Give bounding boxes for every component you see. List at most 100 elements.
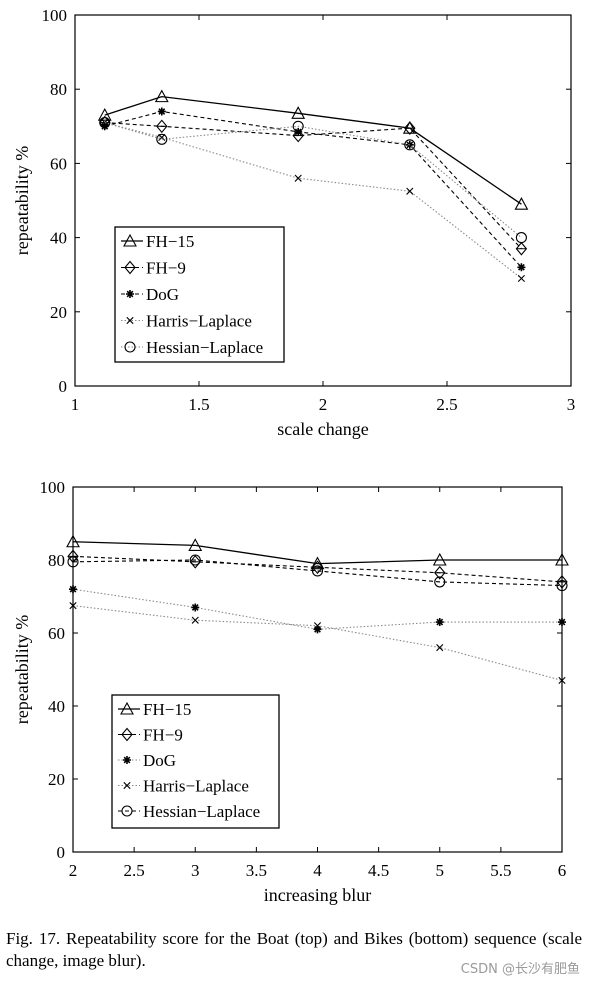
- series-5: [99, 117, 527, 244]
- x-tick-label: 1: [71, 395, 80, 414]
- data-point: [406, 187, 414, 195]
- x-tick-label: 2.5: [436, 395, 457, 414]
- y-tick-label: 0: [59, 377, 68, 396]
- data-point: [67, 556, 79, 568]
- y-tick-label: 40: [48, 697, 65, 716]
- x-tick-label: 2: [319, 395, 328, 414]
- data-point: [311, 565, 324, 577]
- legend-marker: [124, 341, 136, 353]
- data-point: [189, 554, 201, 569]
- series-3: [69, 585, 566, 634]
- series-line: [72, 605, 563, 681]
- legend-label: Hessian−Laplace: [143, 802, 260, 821]
- y-tick-label: 80: [50, 80, 67, 99]
- data-point: [434, 576, 446, 588]
- data-point: [405, 140, 414, 149]
- legend-marker: [123, 756, 131, 764]
- legend-marker: [126, 290, 134, 298]
- x-axis-label: increasing blur: [264, 885, 371, 905]
- legend-label: Harris−Laplace: [143, 777, 249, 796]
- data-point: [558, 618, 566, 627]
- data-point: [515, 241, 528, 256]
- data-point: [404, 139, 416, 151]
- data-point: [294, 174, 302, 182]
- legend-label: Hessian−Laplace: [146, 338, 263, 357]
- data-point: [436, 644, 444, 652]
- data-point: [556, 579, 568, 592]
- data-point: [99, 117, 111, 129]
- data-point: [188, 538, 203, 551]
- data-point: [291, 106, 306, 119]
- legend-label: FH−15: [146, 232, 194, 251]
- data-point: [556, 575, 568, 589]
- data-point: [404, 121, 416, 136]
- y-axis-label: repeatability %: [12, 146, 32, 255]
- data-point: [97, 108, 112, 121]
- series-line: [104, 122, 522, 279]
- data-point: [555, 552, 569, 566]
- y-tick-label: 60: [50, 154, 67, 173]
- data-point: [514, 197, 529, 210]
- data-point: [432, 552, 447, 566]
- series-line: [104, 122, 522, 250]
- series-1: [97, 89, 529, 210]
- x-tick-label: 5.5: [490, 861, 511, 880]
- series-line: [104, 122, 522, 239]
- y-tick-label: 100: [42, 6, 68, 25]
- legend-marker: [123, 781, 131, 790]
- legend-label: FH−9: [146, 259, 186, 278]
- data-point: [435, 618, 444, 627]
- legend-label: FH−15: [143, 700, 191, 719]
- data-point: [191, 603, 200, 612]
- data-point: [157, 107, 166, 116]
- x-tick-label: 4: [313, 861, 322, 880]
- legend-box: [111, 694, 280, 829]
- x-tick-label: 3: [191, 861, 200, 880]
- data-point: [517, 263, 526, 272]
- watermark: CSDN @长沙有肥鱼: [460, 962, 580, 977]
- legend-marker: [123, 233, 137, 247]
- series-line: [72, 541, 562, 565]
- legend-label: FH−9: [143, 726, 183, 745]
- y-tick-label: 20: [48, 770, 65, 789]
- x-tick-label: 3.5: [246, 861, 267, 880]
- data-point: [292, 128, 304, 143]
- legend-label: DoG: [143, 751, 176, 770]
- x-tick-label: 1.5: [188, 395, 209, 414]
- x-axis-label: scale change: [277, 419, 368, 439]
- data-point: [191, 616, 199, 624]
- y-tick-label: 40: [50, 229, 67, 248]
- series-3: [100, 107, 526, 272]
- legend: FH−15 FH−9 DoG Harris−Laplace Hessian−Laplac…: [114, 226, 285, 363]
- x-tick-label: 6: [558, 861, 567, 880]
- legend-label: DoG: [146, 285, 179, 304]
- data-point: [310, 556, 325, 570]
- y-axis-label: repeatability %: [12, 615, 32, 724]
- data-point: [313, 625, 322, 634]
- data-point: [154, 89, 169, 103]
- data-point: [311, 560, 324, 575]
- x-tick-label: 5: [436, 861, 445, 880]
- data-point: [294, 127, 303, 136]
- series-line: [104, 95, 522, 205]
- data-point: [69, 602, 77, 610]
- legend-marker: [121, 727, 133, 742]
- data-point: [313, 622, 322, 630]
- data-point: [517, 274, 525, 282]
- chart-1: 0 20 40 60 80 100 1 1.5 2 2.5 3 scale change repeata…: [12, 6, 575, 439]
- x-tick-label: 4.5: [368, 861, 389, 880]
- y-tick-label: 80: [48, 551, 65, 570]
- x-tick-label: 2: [69, 861, 78, 880]
- series-2: [67, 549, 568, 589]
- legend: FH−15 FH−9 DoG Harris−Laplace Hessian−Laplac…: [111, 694, 280, 829]
- data-point: [67, 549, 79, 564]
- data-point: [69, 585, 77, 594]
- data-point: [66, 534, 80, 548]
- data-point: [292, 120, 304, 132]
- legend-marker: [126, 316, 134, 325]
- data-point: [156, 119, 168, 134]
- legend-marker: [124, 260, 136, 275]
- data-point: [558, 676, 566, 685]
- series-line: [72, 555, 563, 583]
